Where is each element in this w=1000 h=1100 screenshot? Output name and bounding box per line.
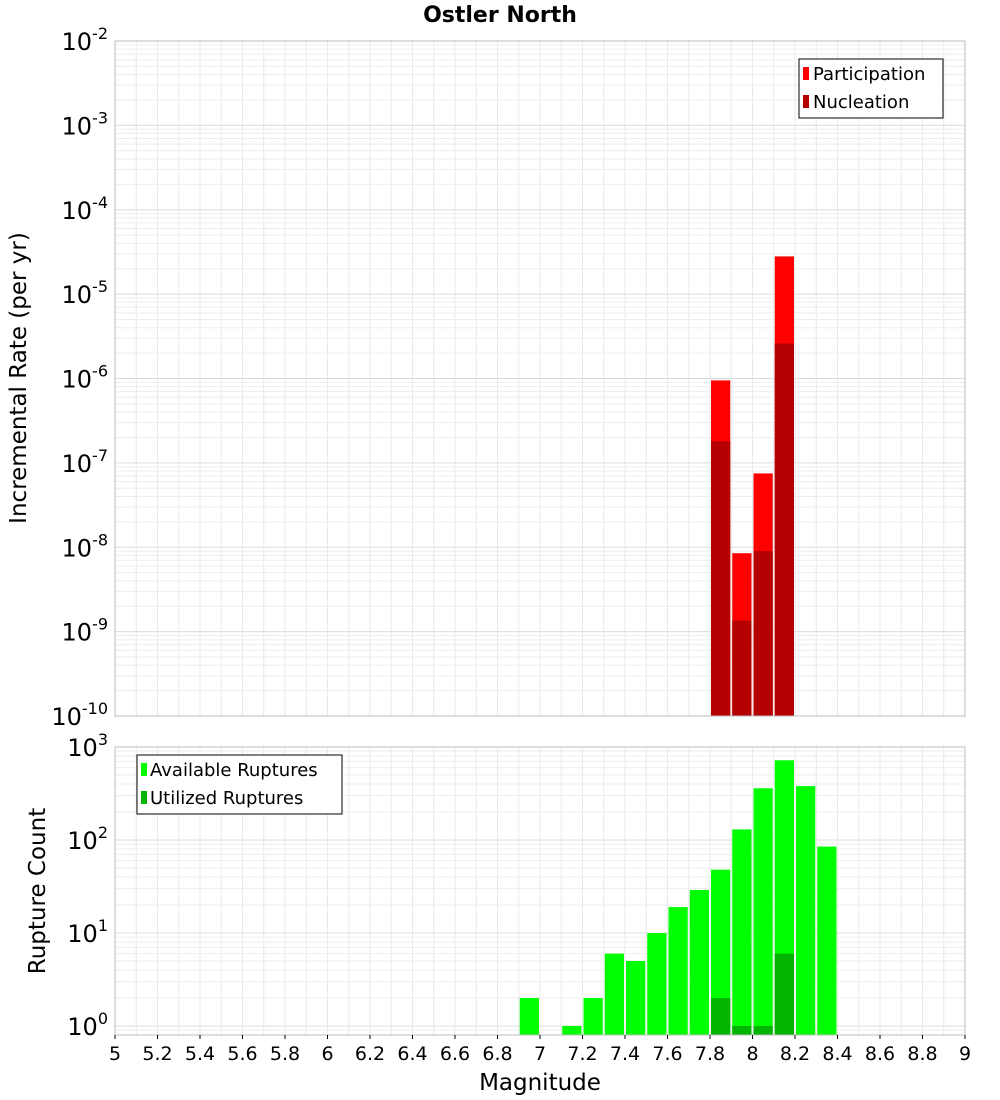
magnitude-x-tick-label: 6.4 — [397, 1043, 427, 1065]
magnitude-x-axis-label: Magnitude — [479, 1070, 601, 1096]
count-legend-box — [136, 754, 343, 815]
utilized-ruptures-legend-label: Utilized Ruptures — [150, 788, 303, 809]
rate-y-tick-label: 10-3 — [62, 108, 109, 140]
magnitude-x-tick-label: 7.2 — [567, 1043, 597, 1065]
magnitude-x-tick-label: 6.8 — [482, 1043, 512, 1065]
magnitude-x-tick-label: 5.2 — [142, 1043, 172, 1065]
available-ruptures-legend-label: Available Ruptures — [150, 760, 318, 781]
count-bar-available-ruptures — [583, 997, 603, 1035]
count-y-axis-label: Rupture Count — [25, 808, 51, 974]
magnitude-x-tick-label: 7 — [534, 1043, 546, 1065]
count-bars — [519, 760, 837, 1035]
count-bar-utilized-ruptures — [711, 997, 731, 1035]
magnitude-x-tick-label: 7.6 — [652, 1043, 682, 1065]
count-y-ticks: 100 101 102 103 — [67, 730, 108, 1041]
participation-legend-swatch — [803, 67, 809, 80]
rate-y-tick-label: 10-2 — [62, 24, 109, 56]
rate-bars — [711, 256, 794, 716]
rate-bar-nucleation — [711, 441, 731, 716]
count-bar-available-ruptures — [732, 829, 752, 1035]
count-bar-available-ruptures — [668, 907, 688, 1035]
magnitude-x-tick-label: 5 — [109, 1043, 121, 1065]
magnitude-x-tick-label: 9 — [959, 1043, 971, 1065]
count-bar-available-ruptures — [689, 889, 709, 1035]
nucleation-legend-swatch — [803, 95, 809, 108]
magnitude-x-tick-label: 5.4 — [185, 1043, 215, 1065]
count-bar-available-ruptures — [796, 786, 816, 1035]
magnitude-x-tick-label: 5.8 — [270, 1043, 300, 1065]
count-y-tick-label: 103 — [67, 730, 108, 762]
count-bar-utilized-ruptures — [774, 953, 794, 1035]
rate-y-axis-label: Incremental Rate (per yr) — [6, 232, 32, 524]
magnitude-x-tick-label: 8.2 — [780, 1043, 810, 1065]
rate-y-tick-label: 10-9 — [62, 615, 109, 647]
rate-bar-nucleation — [732, 620, 752, 716]
chart-title: Ostler North — [423, 3, 577, 28]
rate-grid — [114, 40, 966, 717]
rate-legend-box — [798, 58, 944, 119]
nucleation-legend-label: Nucleation — [813, 92, 909, 113]
rate-legend: Participation Nucleation — [798, 58, 944, 119]
magnitude-x-tick-label: 8.8 — [907, 1043, 937, 1065]
rate-bar-nucleation — [753, 551, 773, 716]
rate-y-tick-label: 10-6 — [62, 362, 109, 394]
count-bar-utilized-ruptures — [732, 1025, 752, 1035]
count-legend: Available Ruptures Utilized Ruptures — [136, 754, 343, 815]
rate-y-tick-label: 10-4 — [62, 193, 109, 225]
magnitude-x-tick-label: 6.6 — [440, 1043, 470, 1065]
rate-panel: 10-10 10-9 10-8 10-7 10-6 10-5 10-4 10-3 10-2 In… — [6, 24, 966, 731]
count-bar-available-ruptures — [647, 932, 667, 1035]
rate-bar-nucleation — [774, 343, 794, 716]
magnitude-x-tick-label: 8.4 — [822, 1043, 852, 1065]
count-y-tick-label: 102 — [67, 823, 108, 855]
magnitude-x-tick-label: 5.6 — [227, 1043, 257, 1065]
magnitude-x-tick-label: 8.6 — [865, 1043, 895, 1065]
magnitude-x-tick-label: 7.8 — [695, 1043, 725, 1065]
count-bar-available-ruptures — [519, 997, 539, 1035]
count-bar-available-ruptures — [817, 846, 837, 1035]
magnitude-x-tick-label: 6 — [321, 1043, 333, 1065]
count-bar-available-ruptures — [753, 788, 773, 1035]
rate-plot-border — [114, 40, 966, 717]
count-bar-available-ruptures — [711, 869, 731, 1035]
rate-y-tick-label: 10-8 — [62, 530, 109, 562]
rate-y-tick-label: 10-10 — [51, 699, 108, 731]
utilized-ruptures-legend-swatch — [141, 791, 147, 804]
magnitude-x-tick-label: 8 — [746, 1043, 758, 1065]
participation-legend-label: Participation — [813, 64, 925, 85]
count-bar-available-ruptures — [562, 1025, 582, 1035]
count-bar-available-ruptures — [626, 960, 646, 1035]
count-y-tick-label: 100 — [67, 1009, 108, 1041]
rate-y-ticks: 10-10 10-9 10-8 10-7 10-6 10-5 10-4 10-3 10-2 — [51, 24, 108, 731]
count-y-tick-label: 101 — [67, 916, 108, 948]
magnitude-x-tick-label: 6.2 — [355, 1043, 385, 1065]
rate-y-tick-label: 10-5 — [62, 277, 109, 309]
magnitude-x-ticks: 5 5.2 5.4 5.6 5.8 6 6.2 6.4 6.6 6.8 7 7.2 7.4 7.6 7.8 8… — [109, 1035, 971, 1065]
count-panel: 100 101 102 103 5 5.2 5.4 5.6 5.8 6 6.2 6.4 6.6 6.8 7… — [25, 730, 971, 1096]
available-ruptures-legend-swatch — [141, 763, 147, 776]
count-bar-available-ruptures — [604, 953, 624, 1035]
rate-y-tick-label: 10-7 — [62, 446, 109, 478]
magnitude-x-tick-label: 7.4 — [610, 1043, 640, 1065]
count-bar-utilized-ruptures — [753, 1025, 773, 1035]
